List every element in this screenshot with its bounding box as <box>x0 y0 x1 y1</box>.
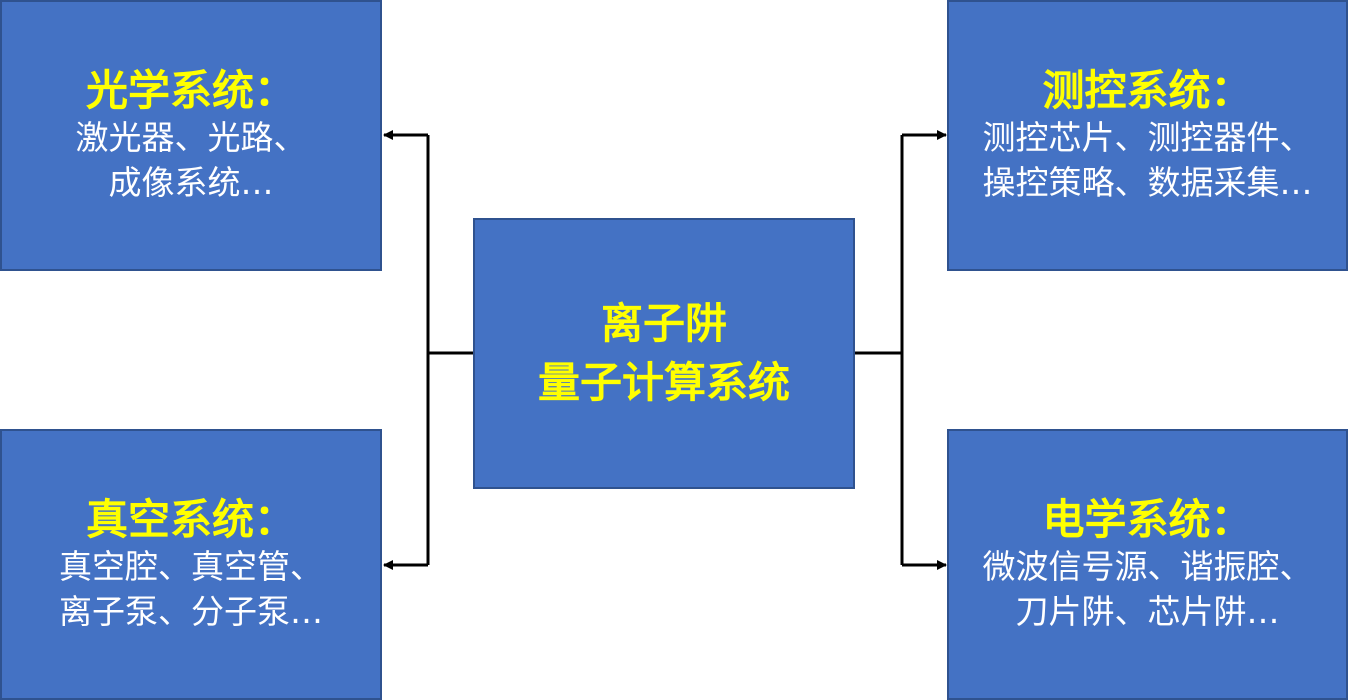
vacuum-system-title: 真空系统： <box>85 494 296 544</box>
center-title-line2: 量子计算系统 <box>537 357 790 407</box>
electrical-system-line2: 刀片阱、芯片阱… <box>1015 591 1280 631</box>
vacuum-system-line2: 离子泵、分子泵… <box>59 591 323 631</box>
control-system-line1: 测控芯片、测控器件、 <box>982 118 1313 158</box>
center-title-line1: 离子阱 <box>600 298 727 348</box>
optics-system-title: 光学系统： <box>85 65 296 115</box>
electrical-system-box: 电学系统： 微波信号源、谐振腔、 刀片阱、芯片阱… <box>947 429 1348 700</box>
control-system-title: 测控系统： <box>1042 65 1253 115</box>
control-system-box: 测控系统： 测控芯片、测控器件、 操控策略、数据采集… <box>947 0 1348 271</box>
electrical-system-title: 电学系统： <box>1042 494 1253 544</box>
vacuum-system-line1: 真空腔、真空管、 <box>59 547 323 587</box>
center-ion-trap-box: 离子阱 量子计算系统 <box>473 218 855 489</box>
vacuum-system-box: 真空系统： 真空腔、真空管、 离子泵、分子泵… <box>0 429 382 700</box>
optics-system-line1: 激光器、光路、 <box>75 118 307 158</box>
electrical-system-line1: 微波信号源、谐振腔、 <box>982 547 1313 587</box>
optics-system-line2: 成像系统… <box>108 162 274 202</box>
control-system-line2: 操控策略、数据采集… <box>982 162 1313 202</box>
optics-system-box: 光学系统： 激光器、光路、 成像系统… <box>0 0 382 271</box>
